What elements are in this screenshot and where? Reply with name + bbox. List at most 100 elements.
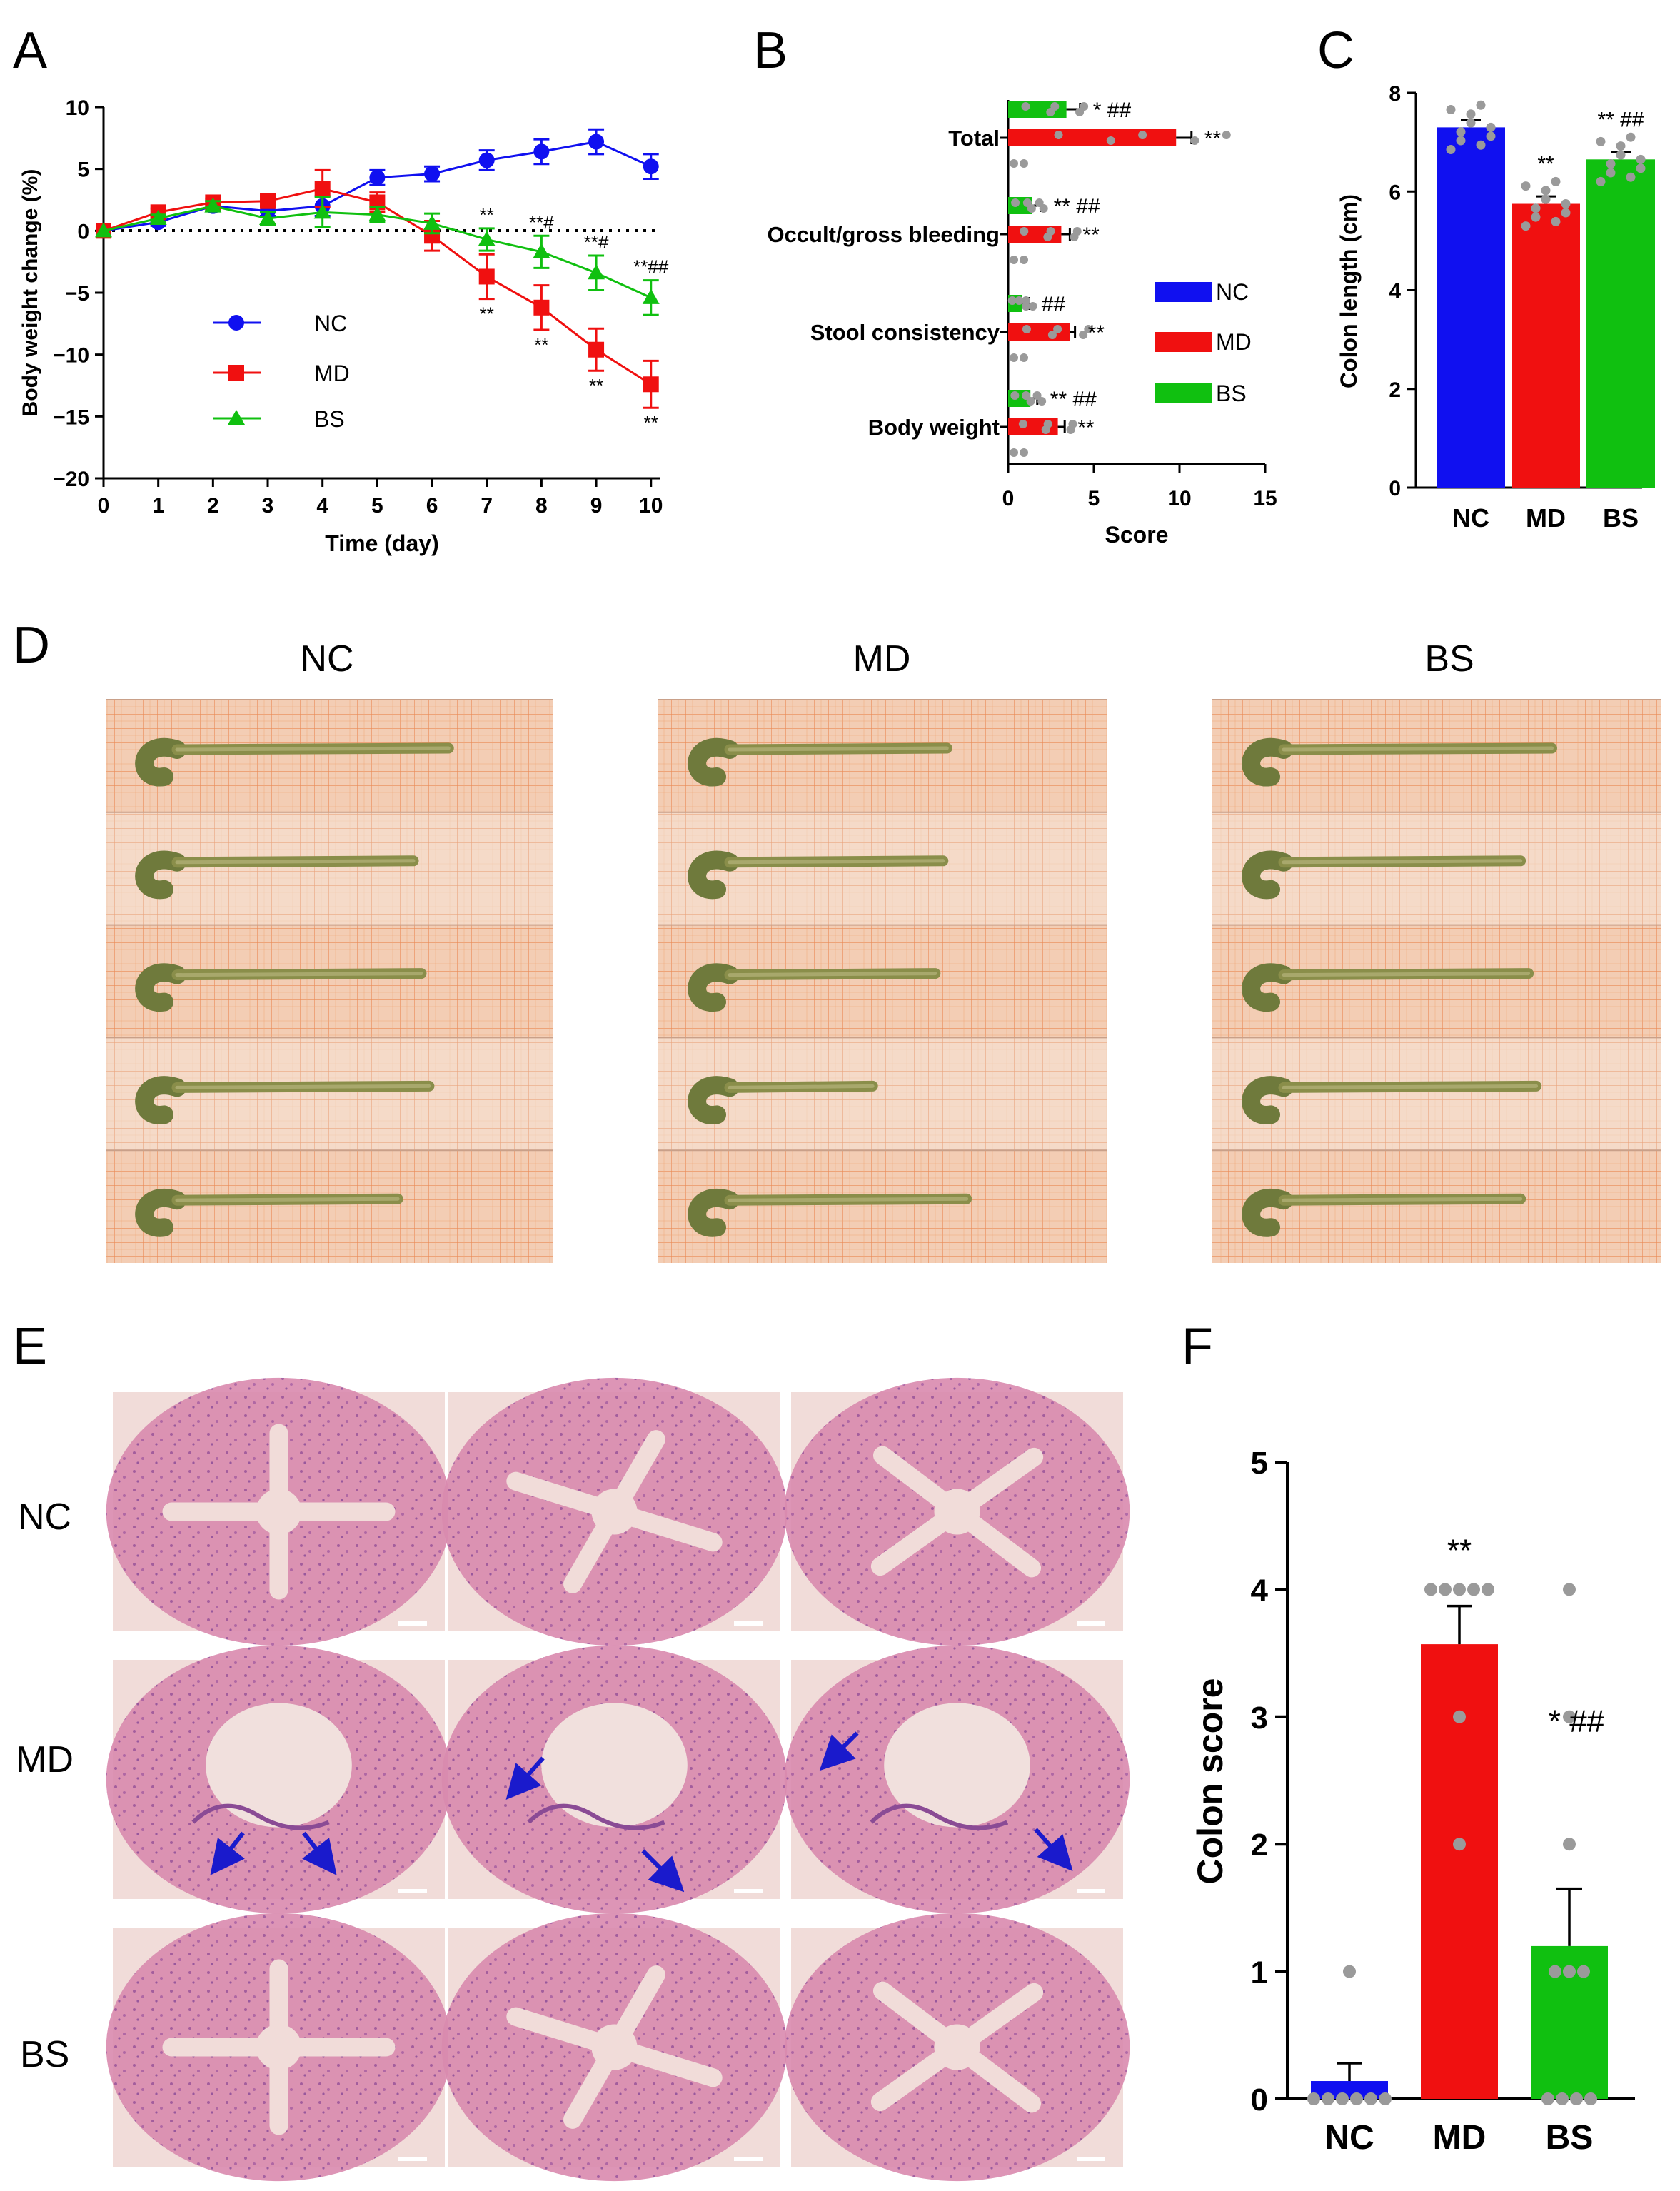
- c-category-label: MD: [1526, 503, 1566, 533]
- c-data-point: [1636, 163, 1646, 173]
- a-significance-mark: **: [480, 303, 494, 325]
- b-data-point: [1018, 420, 1027, 428]
- c-category-label: BS: [1603, 503, 1639, 533]
- panel-letter-d: D: [13, 617, 50, 674]
- e-damaged-crypts: [191, 1803, 330, 1830]
- f-category-label: MD: [1433, 2119, 1487, 2157]
- b-legend-bs-swatch: [1155, 383, 1212, 403]
- f-data-point: [1563, 1710, 1576, 1723]
- b-data-point: [1021, 102, 1030, 111]
- d-colon-highlight: [728, 1084, 875, 1089]
- c-data-point: [1521, 181, 1531, 191]
- b-legend: NC MD BS: [1155, 279, 1252, 406]
- b-data-point: [1138, 131, 1147, 139]
- e-lesion-arrow: [505, 1756, 545, 1800]
- e-lesion-arrow: [1034, 1828, 1073, 1871]
- panel-letter-a: A: [13, 22, 47, 79]
- c-data-point: [1486, 122, 1496, 132]
- b-data-point: [1190, 136, 1199, 145]
- f-data-point: [1453, 1583, 1466, 1596]
- d-colon-cecum: [135, 1189, 186, 1237]
- b-xtick-label: 10: [1167, 487, 1191, 510]
- f-data-point: [1467, 1583, 1480, 1596]
- c-y-label: Colon length (cm): [1336, 194, 1362, 388]
- c-category-label: NC: [1452, 503, 1489, 533]
- e-row-label-nc: NC: [18, 1496, 71, 1538]
- f-data-point: [1453, 1710, 1466, 1723]
- d-colon-highlight: [728, 972, 937, 977]
- a-xtick-label: 2: [207, 494, 219, 518]
- a-point-nc: [478, 152, 495, 168]
- b-data-point: [1035, 198, 1044, 207]
- b-data-point: [1028, 302, 1037, 311]
- b-data-point: [1010, 353, 1018, 362]
- a-legend-nc: NC: [314, 311, 347, 336]
- a-point-bs: [588, 264, 605, 280]
- a-xtick-label: 6: [426, 494, 438, 518]
- c-significance-mark: ** ##: [1597, 108, 1644, 131]
- c-data-point: [1446, 105, 1456, 115]
- b-data-point: [1080, 102, 1089, 111]
- a-legend-md-marker: [228, 365, 244, 381]
- d-colon-highlight: [1282, 746, 1554, 752]
- d-colon-cecum: [135, 850, 186, 900]
- e-lumen-center: [934, 1489, 980, 1535]
- a-significance-mark: **#: [584, 231, 609, 253]
- f-category-label: NC: [1324, 2119, 1374, 2157]
- e-lesion-arrow: [819, 1731, 859, 1771]
- f-data-point: [1307, 2092, 1320, 2105]
- f-data-point: [1541, 2092, 1554, 2105]
- b-data-point: [1068, 420, 1077, 428]
- f-data-point: [1439, 1583, 1452, 1596]
- b-legend-md: MD: [1216, 329, 1252, 355]
- a-point-bs: [204, 197, 222, 213]
- b-data-point: [1106, 136, 1115, 145]
- f-data-point: [1453, 1838, 1466, 1851]
- a-xtick-label: 8: [535, 494, 548, 518]
- e-lesion-arrow: [210, 1831, 245, 1875]
- d-colon-highlight: [1282, 972, 1531, 977]
- f-data-point: [1577, 1965, 1590, 1978]
- a-point-bs: [642, 288, 660, 304]
- b-data-point: [1010, 448, 1018, 457]
- e-damaged-crypts: [870, 1803, 1008, 1830]
- b-legend-md-swatch: [1155, 332, 1212, 352]
- e-damaged-crypts: [527, 1803, 665, 1830]
- e-row-label-bs: BS: [20, 2034, 69, 2075]
- b-data-point: [1021, 391, 1030, 400]
- a-point-bs: [149, 210, 167, 225]
- a-point-nc: [424, 166, 441, 182]
- c-data-point: [1541, 186, 1551, 196]
- a-point-md: [260, 193, 276, 209]
- f-ytick-label: 4: [1251, 1573, 1269, 1608]
- d-colon-cecum: [135, 737, 186, 787]
- a-xtick-label: 4: [316, 494, 328, 518]
- b-xtick-label: 15: [1253, 487, 1277, 510]
- e-lumen-center: [591, 2024, 638, 2070]
- a-point-md: [478, 268, 495, 285]
- b-data-point: [1011, 198, 1020, 207]
- b-data-point: [1010, 391, 1020, 400]
- c-data-point: [1561, 208, 1571, 218]
- e-scale-bar: [398, 2157, 427, 2161]
- f-data-point: [1563, 1583, 1576, 1596]
- a-point-bs: [478, 231, 496, 246]
- b-data-point: [1007, 296, 1017, 305]
- f-data-point: [1379, 2092, 1392, 2105]
- e-scale-bar: [734, 1621, 763, 1626]
- c-data-point: [1616, 141, 1626, 151]
- a-ytick-label: −5: [65, 282, 89, 306]
- a-point-bs: [95, 222, 112, 238]
- c-data-point: [1531, 212, 1541, 222]
- f-data-point: [1549, 1965, 1561, 1978]
- panel-d-colon-photos: NC MD BS: [106, 638, 1661, 1263]
- e-scale-bar: [734, 1889, 763, 1893]
- b-data-point: [1022, 325, 1031, 333]
- f-ytick-label: 5: [1251, 1446, 1268, 1481]
- e-row-label-md: MD: [16, 1739, 74, 1780]
- e-scale-bar: [734, 2157, 763, 2161]
- b-data-point: [1050, 102, 1060, 111]
- b-data-point: [1046, 227, 1055, 236]
- a-ytick-label: −15: [53, 406, 89, 429]
- c-bar-bs: [1586, 159, 1655, 488]
